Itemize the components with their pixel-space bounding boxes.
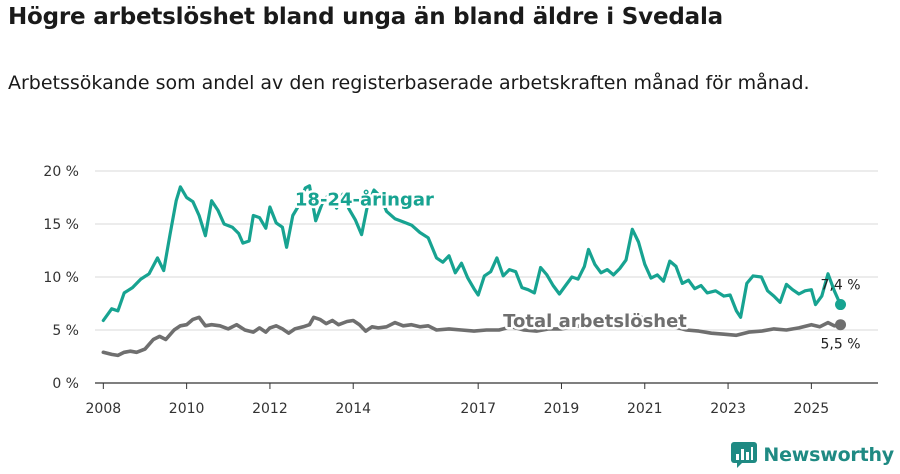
x-tick-label: 2025 [794, 401, 830, 417]
end-point-total [835, 319, 847, 331]
x-tick-label: 2017 [460, 401, 496, 417]
x-tick-label: 2014 [335, 401, 371, 417]
x-tick-label: 2019 [544, 401, 580, 417]
x-tick-label: 2023 [710, 401, 746, 417]
x-tick-label: 2008 [86, 401, 122, 417]
series-line-total [101, 313, 843, 358]
annotations: 18-24-åringar Total arbetslöshet 7,4 % 5,5 … [292, 186, 860, 353]
series-lines [101, 184, 847, 358]
series-line-youth [101, 184, 843, 323]
y-tick-label: 5 % [52, 323, 79, 339]
newsworthy-logo-icon [731, 442, 758, 468]
grid-lines [95, 170, 878, 331]
brand-name: Newsworthy [763, 444, 894, 466]
y-tick-label: 15 % [43, 217, 79, 233]
y-tick-label: 20 % [43, 164, 79, 180]
chart-subtitle: Arbetssökande som andel av den registerb… [8, 72, 810, 94]
x-tick-label: 2021 [627, 401, 663, 417]
y-tick-label: 10 % [43, 270, 79, 286]
x-tick-label: 2012 [252, 401, 288, 417]
x-tick-label: 2010 [169, 401, 205, 417]
end-point-youth [835, 299, 847, 311]
end-value-youth: 7,4 % [820, 278, 860, 294]
axes: 0 % 5 % 10 % 15 % 20 % 2008 2010 2012 2014 2017 20… [43, 164, 878, 417]
y-tick-label: 0 % [52, 376, 79, 392]
end-value-total: 5,5 % [820, 337, 860, 353]
brand-logo[interactable]: Newsworthy [731, 442, 894, 468]
chart-title: Högre arbetslöshet bland unga än bland ä… [8, 4, 723, 30]
series-label-total: Total arbetslöshet [503, 311, 687, 332]
series-label-youth: 18-24-åringar [295, 189, 434, 211]
